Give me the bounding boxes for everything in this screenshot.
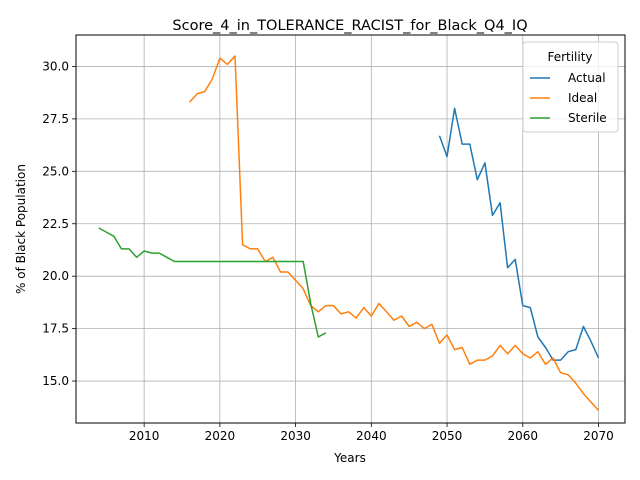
legend-box bbox=[522, 41, 619, 133]
y-axis-ticks: 15.0 17.5 20.0 22.5 25.0 27.5 30.0 bbox=[42, 59, 76, 388]
y-tick-label: 15.0 bbox=[42, 374, 69, 388]
y-tick-label: 27.5 bbox=[42, 112, 69, 126]
legend-label-sterile: Sterile bbox=[568, 111, 607, 125]
legend-title: Fertility bbox=[547, 50, 592, 64]
y-tick-label: 22.5 bbox=[42, 217, 69, 231]
x-axis-label: Years bbox=[333, 451, 366, 465]
x-tick-label: 2020 bbox=[205, 429, 236, 443]
y-tick-label: 20.0 bbox=[42, 269, 69, 283]
series-line-actual bbox=[438, 107, 600, 361]
legend-label-ideal: Ideal bbox=[568, 91, 597, 105]
series-line-sterile bbox=[98, 227, 327, 338]
y-axis-label: % of Black Population bbox=[14, 164, 28, 294]
x-tick-label: 2070 bbox=[583, 429, 614, 443]
y-tick-label: 25.0 bbox=[42, 164, 69, 178]
x-tick-label: 2040 bbox=[356, 429, 387, 443]
chart-title: Score_4_in_TOLERANCE_RACIST_for_Black_Q4… bbox=[172, 18, 527, 34]
x-tick-label: 2030 bbox=[280, 429, 311, 443]
x-tick-label: 2010 bbox=[129, 429, 160, 443]
x-tick-label: 2060 bbox=[507, 429, 538, 443]
y-tick-label: 30.0 bbox=[42, 59, 69, 73]
grid-lines bbox=[76, 35, 625, 423]
plot-frame bbox=[75, 34, 626, 424]
legend-label-actual: Actual bbox=[568, 71, 606, 85]
x-tick-label: 2050 bbox=[432, 429, 463, 443]
y-tick-label: 17.5 bbox=[42, 322, 69, 336]
legend: Fertility Actual Ideal Sterile bbox=[522, 41, 619, 133]
series-line-ideal bbox=[189, 55, 600, 411]
x-axis-ticks: 2010 2020 2030 2040 2050 2060 2070 bbox=[129, 423, 614, 443]
series-lines bbox=[98, 55, 600, 411]
